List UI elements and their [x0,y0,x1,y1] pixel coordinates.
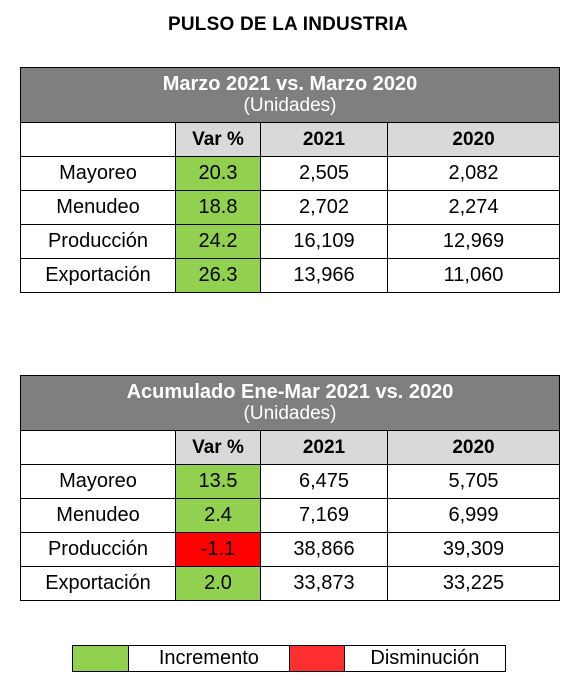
value-2020: 6,999 [386,498,561,533]
value-2021: 2,505 [260,156,388,191]
monthly-comparison-table: Marzo 2021 vs. Marzo 2020 (Unidades) Var… [19,67,561,293]
table-row: Exportación 2.0 33,873 33,225 [20,566,561,601]
column-header-blank [20,122,176,157]
table-row: Exportación 26.3 13,966 11,060 [20,258,561,293]
value-2021: 6,475 [260,464,388,499]
value-2020: 5,705 [386,464,561,499]
column-header-2020: 2020 [386,430,561,465]
value-2020: 12,969 [386,224,561,259]
value-2021: 38,866 [260,532,388,567]
table-row: Mayoreo 20.3 2,505 2,082 [20,156,561,191]
var-cell: -1.1 [175,532,261,567]
column-header-row: Var % 2021 2020 [20,430,561,465]
var-cell: 20.3 [175,156,261,191]
var-cell: 13.5 [175,464,261,499]
table-title: Marzo 2021 vs. Marzo 2020 [162,73,418,95]
row-label: Exportación [20,566,176,601]
row-label: Producción [20,224,176,259]
table-title-cell: Marzo 2021 vs. Marzo 2020 (Unidades) [19,67,561,123]
legend: Incremento Disminución [72,645,506,672]
value-2020: 39,309 [386,532,561,567]
column-header-2021: 2021 [260,430,388,465]
table-row: Producción 24.2 16,109 12,969 [20,224,561,259]
table-header-row: Marzo 2021 vs. Marzo 2020 (Unidades) [19,67,561,123]
column-header-var: Var % [175,122,261,157]
var-cell: 26.3 [175,258,261,293]
page-title: PULSO DE LA INDUSTRIA [168,14,408,35]
column-header-2020: 2020 [386,122,561,157]
legend-decrease-label: Disminución [370,647,480,669]
value-2020: 11,060 [386,258,561,293]
column-header-var: Var % [175,430,261,465]
row-label: Menudeo [20,498,176,533]
table-row: Mayoreo 13.5 6,475 5,705 [20,464,561,499]
table-header-row: Acumulado Ene-Mar 2021 vs. 2020 (Unidade… [19,375,561,431]
value-2021: 16,109 [260,224,388,259]
legend-decrease-swatch [289,646,345,671]
value-2021: 7,169 [260,498,388,533]
row-label: Mayoreo [20,156,176,191]
value-2021: 13,966 [260,258,388,293]
row-label: Exportación [20,258,176,293]
legend-increase-swatch [73,646,129,671]
column-header-row: Var % 2021 2020 [20,122,561,157]
row-label: Mayoreo [20,464,176,499]
column-header-2021: 2021 [260,122,388,157]
table-row: Menudeo 18.8 2,702 2,274 [20,190,561,225]
table-row: Producción -1.1 38,866 39,309 [20,532,561,567]
value-2020: 2,274 [386,190,561,225]
table-row: Menudeo 2.4 7,169 6,999 [20,498,561,533]
row-label: Producción [20,532,176,567]
var-cell: 2.4 [175,498,261,533]
value-2020: 33,225 [386,566,561,601]
column-header-blank [20,430,176,465]
value-2021: 33,873 [260,566,388,601]
row-label: Menudeo [20,190,176,225]
value-2020: 2,082 [386,156,561,191]
legend-increase-label: Incremento [158,647,259,669]
table-title-cell: Acumulado Ene-Mar 2021 vs. 2020 (Unidade… [19,375,561,431]
var-cell: 24.2 [175,224,261,259]
var-cell: 18.8 [175,190,261,225]
table-title: Acumulado Ene-Mar 2021 vs. 2020 [126,381,454,403]
table-subtitle: (Unidades) [243,403,337,424]
var-cell: 2.0 [175,566,261,601]
value-2021: 2,702 [260,190,388,225]
table-subtitle: (Unidades) [243,95,337,116]
cumulative-comparison-table: Acumulado Ene-Mar 2021 vs. 2020 (Unidade… [19,375,561,601]
